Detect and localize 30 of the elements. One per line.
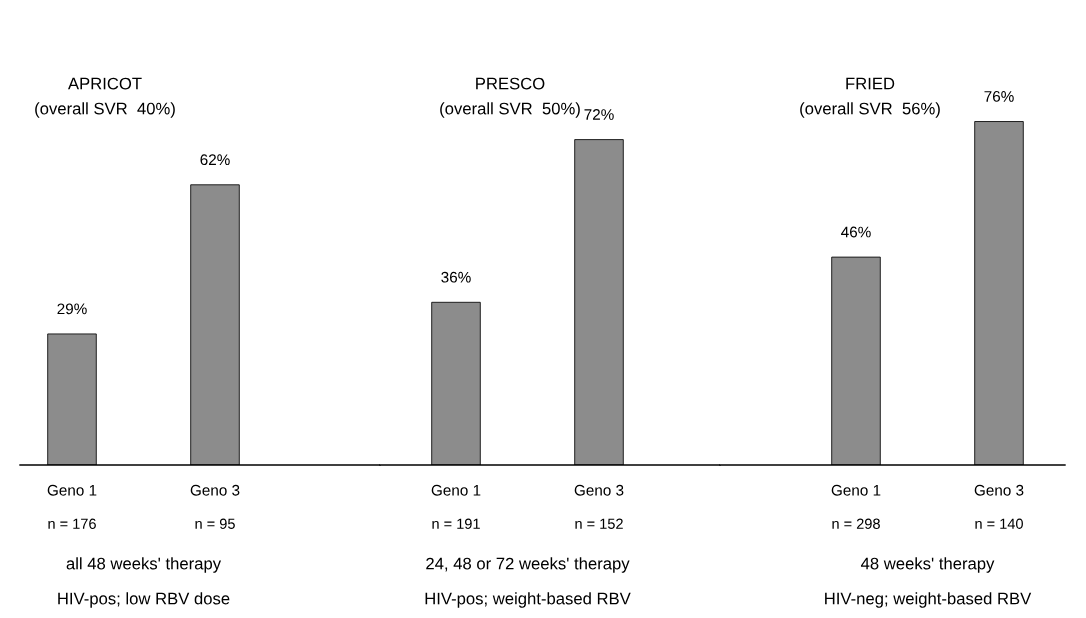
x-tick-label: Geno 3 xyxy=(190,484,240,496)
chart-subtitle: (overall SVR 50%) xyxy=(440,102,580,118)
text: HIV-neg; weight-based RBV xyxy=(825,592,1032,608)
x-tick-label: Geno 3 xyxy=(974,484,1024,496)
text: n = 176 xyxy=(48,518,96,529)
text: HIV-pos; low RBV dose xyxy=(58,592,230,608)
data-label: 46% xyxy=(841,226,871,238)
x-tick-label: Geno 3 xyxy=(574,484,624,496)
data-label: 29% xyxy=(57,303,87,315)
x-tick-label: Geno 1 xyxy=(431,484,481,496)
x-tick-label: Geno 1 xyxy=(831,484,881,496)
data-label: 36% xyxy=(441,271,471,283)
text: HIV-pos; weight-based RBV xyxy=(425,592,631,608)
text: n = 140 xyxy=(975,518,1023,529)
text: 24, 48 or 72 weeks' therapy xyxy=(426,557,630,573)
text: all 48 weeks' therapy xyxy=(66,557,222,573)
chart-title: PRESCO xyxy=(476,77,545,90)
chart-title: APRICOT xyxy=(67,77,142,90)
text: n = 152 xyxy=(575,518,623,529)
data-label: 62% xyxy=(200,154,230,166)
text: n = 298 xyxy=(832,518,880,529)
data-label: 72% xyxy=(584,109,614,120)
x-tick-label: Geno 1 xyxy=(47,484,97,496)
text: 48 weeks' therapy xyxy=(860,557,995,573)
data-label: 76% xyxy=(984,91,1014,102)
chart-subtitle: (overall SVR 40%) xyxy=(35,102,175,118)
chart-title: FRIED xyxy=(846,77,895,90)
chart-subtitle: (overall SVR 56%) xyxy=(800,102,940,118)
text: n = 95 xyxy=(195,518,235,529)
text: n = 191 xyxy=(432,518,480,529)
